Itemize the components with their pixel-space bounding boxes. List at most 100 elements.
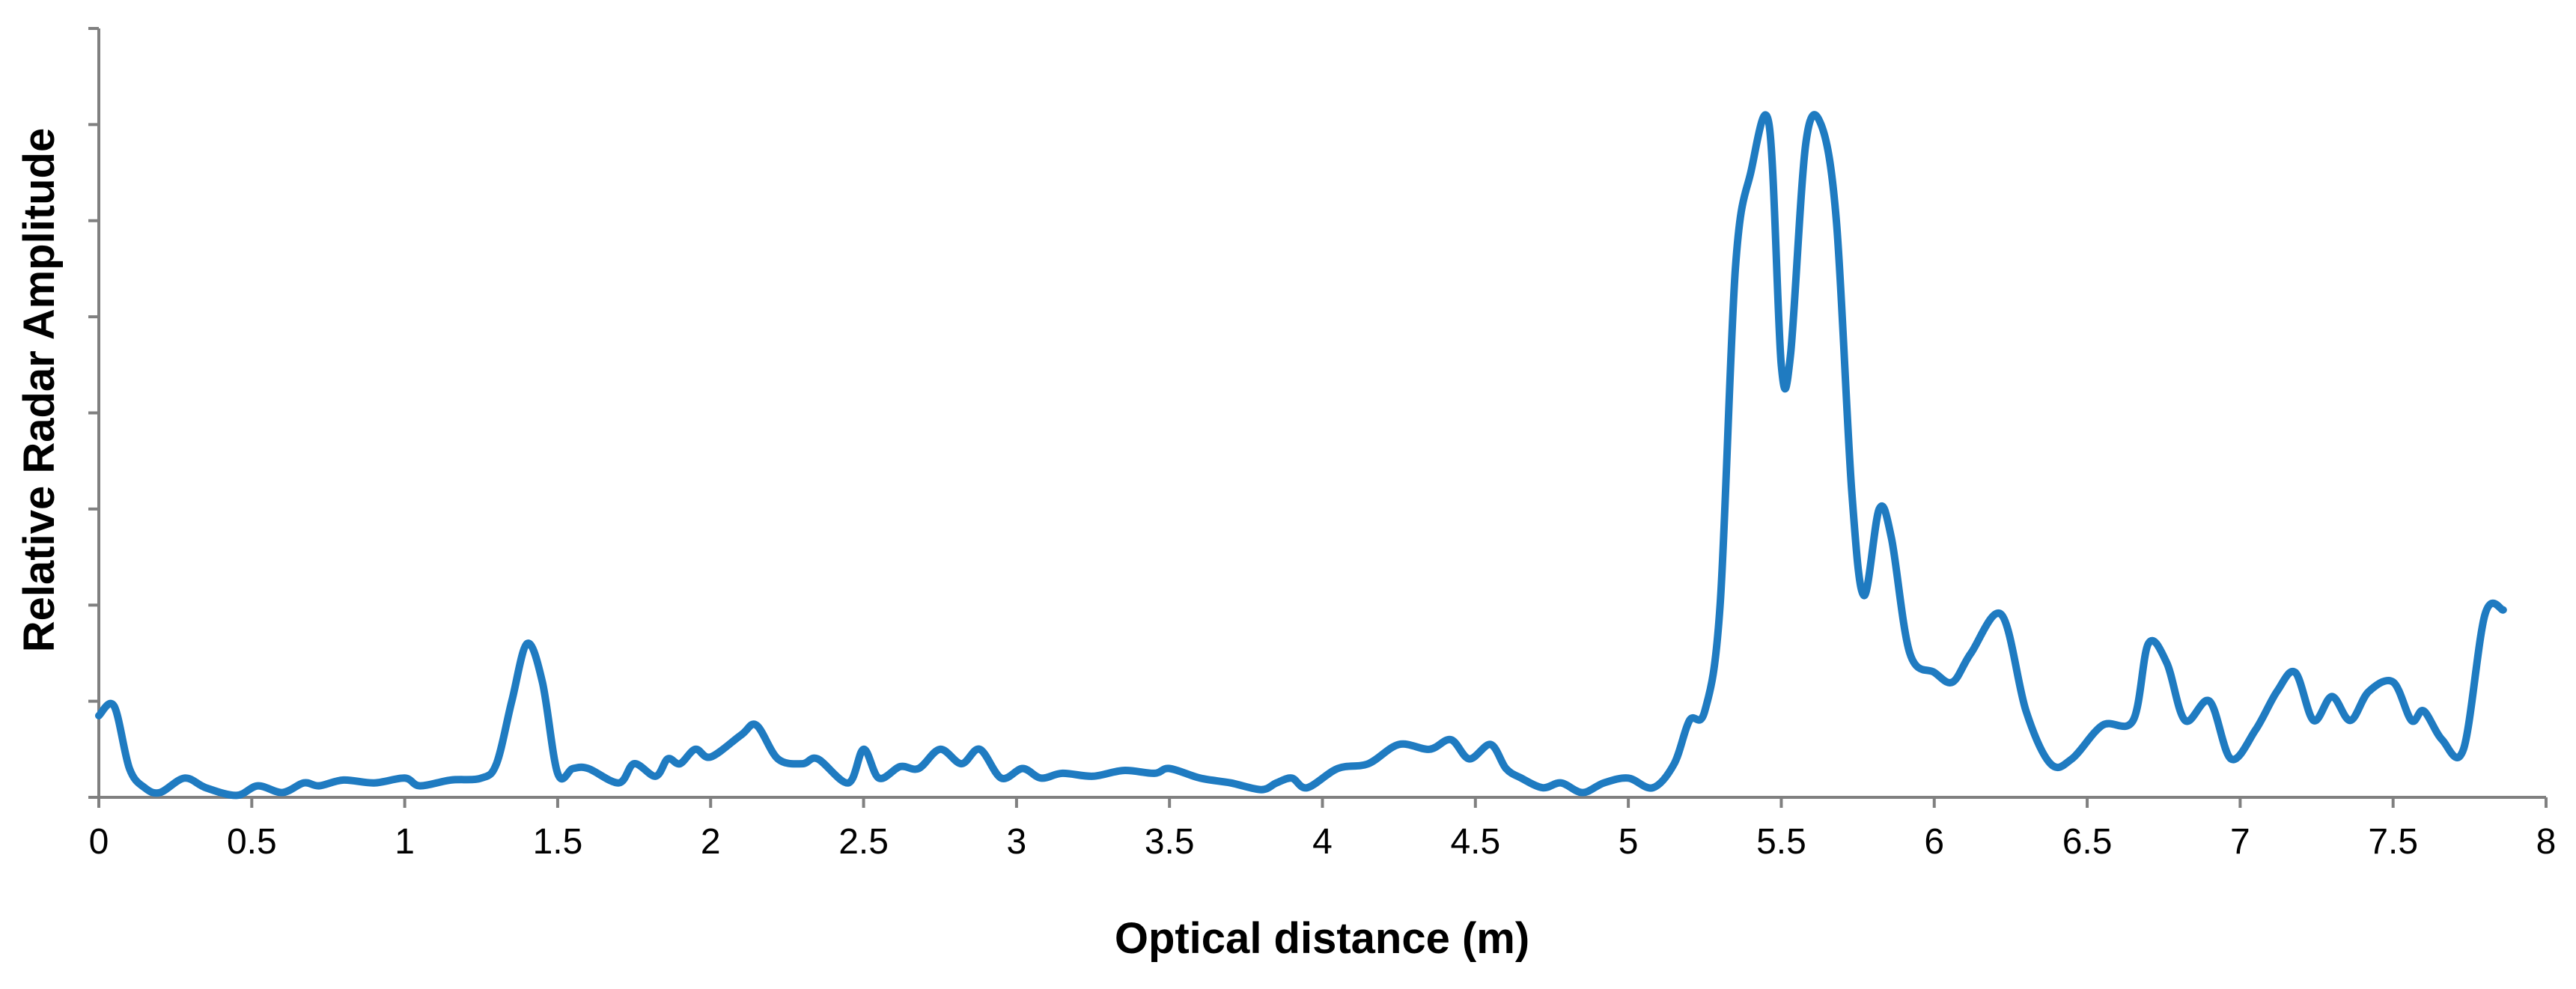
x-tick-label: 4.5 — [1450, 822, 1500, 862]
data-point — [1228, 781, 1233, 785]
data-point — [862, 747, 866, 752]
data-point — [372, 781, 377, 785]
data-point — [1290, 776, 1294, 780]
data-point — [1969, 651, 1973, 655]
data-point — [1834, 219, 1839, 223]
data-point — [1366, 761, 1371, 766]
data-point — [1020, 766, 1025, 770]
data-point — [1428, 747, 1432, 752]
series-points — [97, 122, 2506, 797]
data-point — [112, 704, 116, 708]
data-point — [142, 785, 147, 790]
data-point — [1788, 353, 1793, 357]
data-point — [317, 784, 321, 788]
data-point — [1749, 171, 1753, 175]
data-point — [1819, 122, 1824, 127]
data-point — [2048, 761, 2053, 766]
data-point — [1091, 774, 1095, 779]
data-point — [2274, 690, 2279, 694]
data-point — [1862, 593, 1866, 597]
data-point — [1504, 766, 1508, 770]
data-point — [302, 781, 306, 785]
data-point — [97, 713, 101, 718]
y-axis-title: Relative Radar Amplitude — [15, 128, 64, 652]
data-point — [1467, 757, 1472, 761]
data-point — [2409, 718, 2414, 722]
data-point — [1651, 785, 1655, 790]
data-point — [2330, 694, 2334, 699]
data-point — [418, 784, 422, 788]
x-tick-label: 3.5 — [1145, 822, 1195, 862]
data-point — [127, 766, 132, 770]
data-point — [1449, 737, 1453, 742]
data-point — [815, 757, 820, 761]
data-point — [234, 793, 239, 797]
data-point — [877, 776, 881, 780]
data-point — [586, 766, 591, 770]
data-point — [280, 791, 284, 795]
x-axis-tick-labels: 0 0.5 1 1.5 2 2.5 3 3.5 4 4.5 5 5.5 6 6.5 7 7.5 8 — [89, 822, 2557, 862]
data-point — [479, 776, 484, 780]
data-point — [2183, 718, 2187, 722]
y-axis-ticks — [88, 27, 99, 799]
x-tick-label: 6 — [1924, 822, 1944, 862]
data-point — [2482, 612, 2487, 617]
data-point — [2229, 757, 2233, 761]
data-point — [739, 733, 743, 737]
data-point — [1559, 781, 1563, 785]
data-point — [158, 791, 162, 795]
x-tick-label: 5 — [1619, 822, 1639, 862]
data-point — [1702, 708, 1707, 713]
data-point — [2131, 718, 2135, 722]
data-point — [1488, 742, 1493, 746]
data-point — [1687, 718, 1692, 722]
data-point — [510, 699, 514, 704]
data-point — [999, 776, 1003, 780]
data-point — [2164, 660, 2169, 665]
data-point — [1274, 781, 1279, 785]
x-tick-label: 2.5 — [838, 822, 889, 862]
data-point — [1060, 771, 1065, 776]
data-point — [1932, 670, 1937, 675]
data-point — [525, 642, 529, 646]
data-point — [1626, 776, 1630, 780]
data-point — [1779, 362, 1783, 367]
data-point — [1849, 487, 1854, 492]
data-point — [959, 761, 963, 766]
data-point — [204, 785, 208, 790]
data-point — [654, 774, 658, 779]
data-point — [1803, 141, 1808, 146]
data-point — [916, 766, 921, 770]
data-point — [2100, 723, 2104, 728]
data-point — [494, 761, 499, 766]
data-point — [1601, 781, 1606, 785]
data-point — [1877, 507, 1881, 511]
data-point — [2253, 728, 2258, 732]
data-point — [1121, 768, 1126, 773]
data-point — [182, 776, 186, 780]
x-tick-label: 7.5 — [2368, 822, 2418, 862]
data-point — [666, 757, 670, 761]
data-point — [693, 747, 698, 752]
data-point — [2422, 708, 2426, 713]
data-point — [678, 761, 682, 766]
x-tick-label: 1 — [395, 822, 415, 862]
data-point — [1541, 785, 1545, 790]
x-tick-label: 8 — [2536, 822, 2557, 862]
data-point — [617, 781, 621, 785]
data-point — [2208, 699, 2212, 704]
data-point — [2501, 608, 2506, 612]
x-tick-label: 3 — [1007, 822, 1027, 862]
data-point — [1718, 603, 1723, 607]
x-tick-label: 2 — [701, 822, 721, 862]
data-point — [632, 761, 636, 766]
x-tick-label: 6.5 — [2062, 822, 2113, 862]
x-tick-label: 4 — [1312, 822, 1333, 862]
data-point — [2311, 718, 2315, 722]
data-point — [448, 778, 453, 782]
data-point — [2000, 612, 2004, 617]
data-point — [776, 757, 780, 761]
data-point — [2070, 757, 2074, 761]
data-point — [2024, 708, 2028, 713]
data-point — [1519, 776, 1523, 780]
